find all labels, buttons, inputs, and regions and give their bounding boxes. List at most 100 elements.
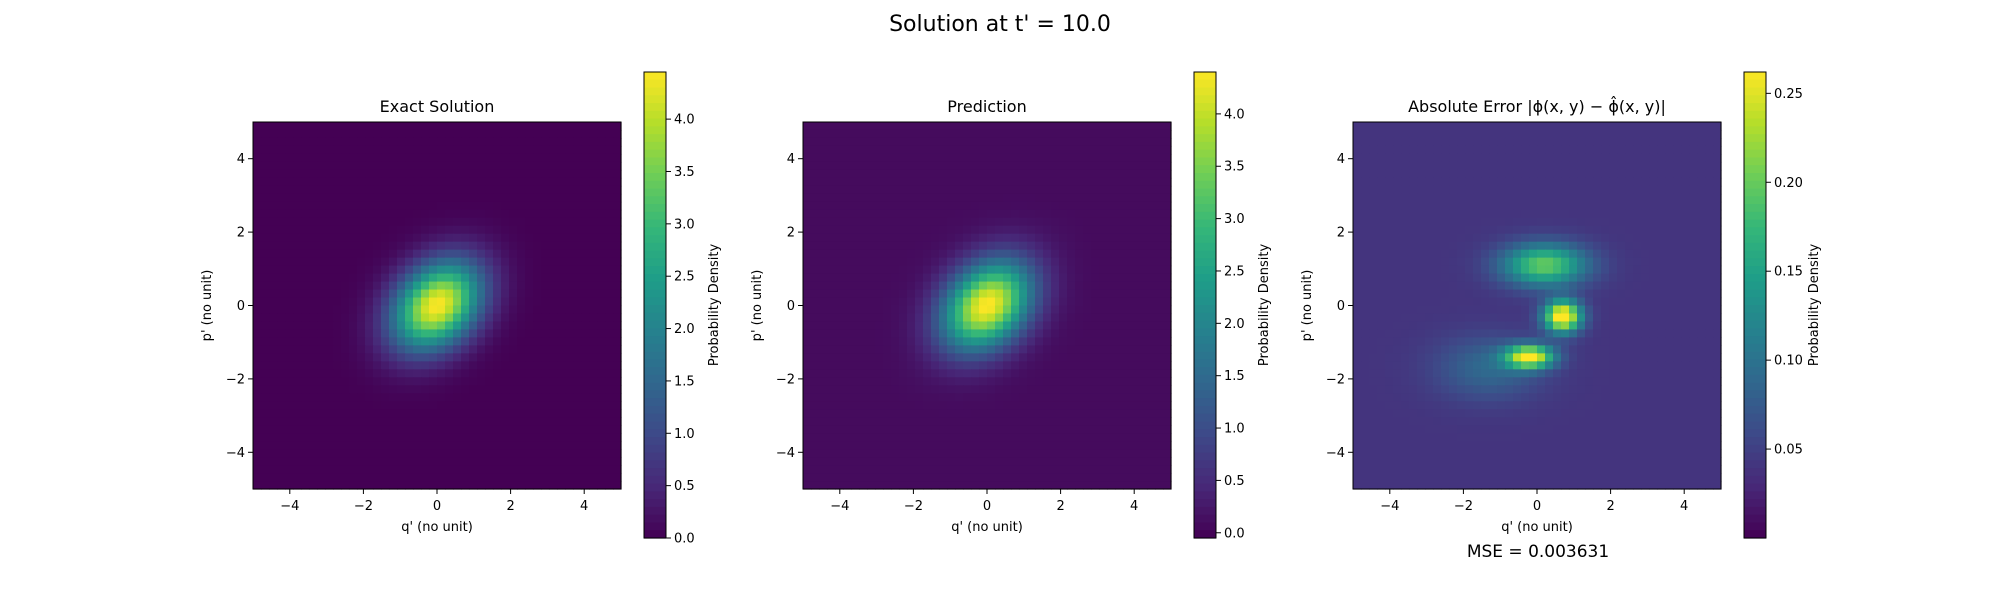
heatmap-cell — [987, 401, 996, 410]
heatmap-cell — [581, 129, 590, 139]
heatmap-cell — [843, 313, 852, 323]
heatmap-cell — [851, 417, 860, 426]
heatmap-cell — [381, 145, 390, 155]
heatmap-cell — [485, 377, 494, 386]
heatmap-cell — [1091, 305, 1100, 315]
heatmap-cell — [293, 369, 302, 378]
heatmap-cell — [963, 329, 972, 339]
y-axis-label: p' (no unit) — [200, 270, 215, 342]
heatmap-cell — [269, 441, 278, 450]
heatmap-cell — [1139, 217, 1148, 227]
heatmap-cells — [253, 122, 622, 490]
heatmap-cell — [405, 297, 414, 307]
heatmap-cell — [875, 129, 884, 139]
heatmap-cell — [947, 249, 956, 259]
heatmap-cell — [1681, 122, 1690, 131]
heatmap-cell — [1163, 129, 1172, 139]
heatmap-cell — [1131, 145, 1140, 155]
heatmap-cell — [573, 449, 582, 458]
heatmap-cell — [365, 145, 374, 155]
colorbar-band — [644, 444, 666, 454]
heatmap-cell — [501, 137, 510, 147]
heatmap-cell — [285, 177, 294, 187]
heatmap-cell — [365, 377, 374, 386]
heatmap-cell — [963, 481, 972, 490]
heatmap-cell — [1609, 153, 1618, 163]
heatmap-cell — [859, 313, 868, 323]
heatmap-cell — [1377, 122, 1386, 131]
heatmap-cell — [253, 329, 262, 339]
heatmap-cell — [1019, 449, 1028, 458]
heatmap-cell — [947, 185, 956, 195]
heatmap-cell — [1577, 169, 1586, 179]
heatmap-cell — [1027, 137, 1036, 147]
heatmap-cell — [533, 122, 542, 131]
heatmap-cell — [293, 249, 302, 259]
heatmap-cell — [533, 377, 542, 386]
heatmap-cell — [1155, 137, 1164, 147]
heatmap-cell — [373, 369, 382, 378]
heatmap-cell — [819, 137, 828, 147]
colorbar-band — [644, 390, 666, 399]
heatmap-cell — [1545, 145, 1554, 155]
heatmap-cell — [1705, 145, 1714, 155]
heatmap-cell — [605, 369, 614, 378]
heatmap-cell — [349, 281, 358, 291]
heatmap-cell — [891, 393, 900, 402]
heatmap-cell — [365, 273, 374, 283]
heatmap-cell — [597, 225, 606, 235]
heatmap-cell — [349, 329, 358, 339]
heatmap-cell — [883, 329, 892, 339]
heatmap-cell — [565, 329, 574, 339]
heatmap-cell — [349, 169, 358, 179]
heatmap-cell — [1497, 201, 1506, 211]
heatmap-cell — [421, 393, 430, 402]
heatmap-cell — [811, 289, 820, 299]
heatmap-cell — [605, 401, 614, 410]
heatmap-cell — [851, 145, 860, 155]
heatmap-cell — [1163, 305, 1172, 315]
heatmap-cell — [1115, 153, 1124, 163]
heatmap-cell — [1139, 177, 1148, 187]
heatmap-cell — [1083, 233, 1092, 243]
heatmap-cell — [1163, 145, 1172, 155]
heatmap-cell — [811, 225, 820, 235]
heatmap-cell — [349, 265, 358, 275]
heatmap-cell — [1353, 137, 1362, 147]
heatmap-cell — [1705, 153, 1714, 163]
heatmap-cell — [437, 153, 446, 163]
heatmap-cell — [261, 385, 270, 394]
heatmap-cell — [923, 377, 932, 386]
heatmap-cell — [1139, 457, 1148, 466]
heatmap-cell — [1489, 145, 1498, 155]
heatmap-cell — [293, 433, 302, 442]
heatmap-cell — [549, 353, 558, 362]
heatmap-cell — [381, 289, 390, 299]
heatmap-cell — [445, 233, 454, 243]
colorbar-band — [1194, 95, 1216, 104]
heatmap-cell — [309, 129, 318, 139]
heatmap-cell — [533, 433, 542, 442]
heatmap-cell — [405, 289, 414, 299]
heatmap-cell — [525, 209, 534, 219]
heatmap-cell — [1361, 201, 1370, 211]
heatmap-cell — [987, 217, 996, 227]
heatmap-cell — [605, 122, 614, 131]
heatmap-cell — [557, 217, 566, 227]
heatmap-cell — [1035, 137, 1044, 147]
heatmap-cell — [819, 153, 828, 163]
heatmap-cell — [1155, 441, 1164, 450]
heatmap-cell — [1681, 129, 1690, 139]
heatmap-cell — [301, 201, 310, 211]
heatmap-cell — [1617, 145, 1626, 155]
heatmap-cell — [589, 401, 598, 410]
heatmap-cell — [1059, 425, 1068, 434]
heatmap-cell — [453, 321, 462, 331]
heatmap-cell — [333, 345, 342, 354]
heatmap-cell — [509, 129, 518, 139]
heatmap-cell — [1449, 137, 1458, 147]
heatmap-cell — [1051, 161, 1060, 171]
heatmap-cell — [1051, 305, 1060, 315]
heatmap-cell — [939, 233, 948, 243]
heatmap-cell — [293, 289, 302, 299]
